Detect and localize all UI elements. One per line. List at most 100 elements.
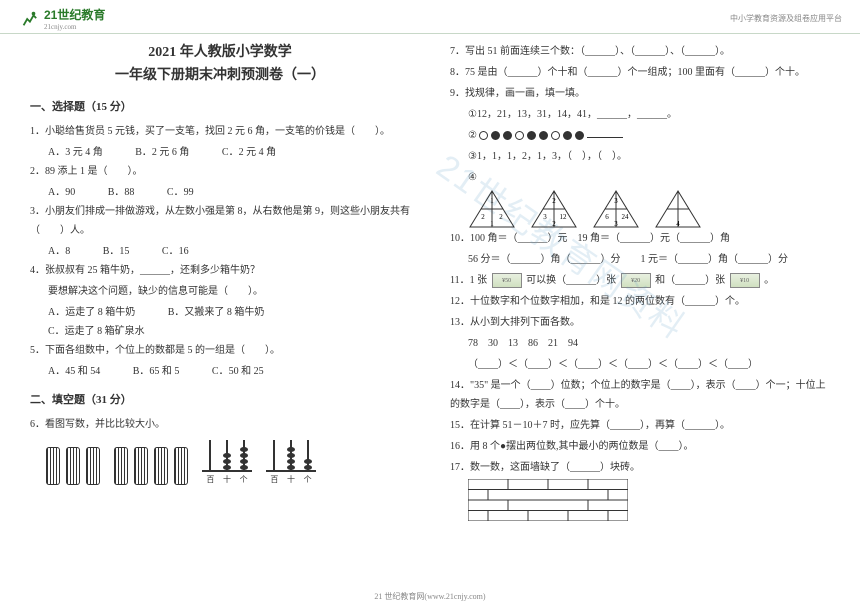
q1-opt-b: B．2 元 6 角 — [135, 143, 189, 162]
q2-options: A．90 B．88 C．99 — [30, 183, 410, 202]
q3-opt-a: A．8 — [48, 242, 70, 261]
runner-icon — [18, 10, 40, 28]
q4-opt-a: A．运走了 8 箱牛奶 — [48, 303, 135, 322]
q11-c: 和（______）张 — [655, 275, 725, 286]
q9-seq2: ② — [450, 126, 830, 145]
q9-seq3: ③1，1，1，2，1，3，（ ），（ ）。 — [450, 147, 830, 166]
q13-line: （____）＜（____）＜（____）＜（____）＜（____）＜（____… — [450, 355, 830, 374]
page-header: 21世纪教育 21cnjy.com 中小学教育资源及组卷应用平台 — [0, 0, 860, 34]
q4-options: A．运走了 8 箱牛奶 B．又搬来了 8 箱牛奶 C．运走了 8 箱矿泉水 — [30, 303, 410, 341]
q13-nums: 78 30 13 86 21 94 — [450, 334, 830, 353]
stick-bundle — [114, 447, 128, 485]
logo-text: 21世纪教育 — [44, 6, 105, 23]
q13-text: 13．从小到大排列下面各数。 — [450, 313, 830, 332]
header-right-text: 中小学教育资源及组卷应用平台 — [730, 13, 842, 24]
q1-opt-c: C．2 元 4 角 — [222, 143, 276, 162]
triangle-2: 2 3 12 2 — [530, 189, 578, 229]
page-footer: 21 世纪教育网(www.21cnjy.com) — [0, 591, 860, 602]
abacus-1: 百 十 个 — [202, 440, 252, 485]
logo-sub: 21cnjy.com — [44, 23, 105, 31]
logo: 21世纪教育 21cnjy.com — [18, 6, 105, 31]
q4-text: 4．张叔叔有 25 箱牛奶，______，还剩多少箱牛奶？ — [30, 261, 410, 280]
q1-options: A．3 元 4 角 B．2 元 6 角 C．2 元 4 角 — [30, 143, 410, 162]
q10-line1: 10．100 角＝（______）元 19 角＝（______）元（______… — [450, 229, 830, 248]
q4-opt-b: B．又搬来了 8 箱牛奶 — [168, 303, 265, 322]
svg-text:3: 3 — [543, 213, 547, 221]
q10-line2: 56 分＝（______）角（______）分 1 元＝（______）角（__… — [450, 250, 830, 269]
q5-text: 5．下面各组数中，个位上的数都是 5 的一组是（ ）。 — [30, 341, 410, 360]
q6-text: 6．看图写数，并比比较大小。 — [30, 415, 410, 434]
triangle-4: 4 — [654, 189, 702, 229]
q15-text: 15．在计算 51－10＋7 时，应先算（______），再算（______）。 — [450, 416, 830, 435]
svg-text:2: 2 — [552, 197, 556, 205]
svg-text:12: 12 — [560, 213, 568, 221]
q5-opt-c: C．50 和 25 — [212, 362, 264, 381]
q5-options: A．45 和 54 B．65 和 5 C．50 和 25 — [30, 362, 410, 381]
q1-text: 1．小聪给售货员 5 元钱，买了一支笔，找回 2 元 6 角，一支笔的价钱是（ … — [30, 122, 410, 141]
q11-text: 11．1 张 ¥50 可以换（______）张 ¥20 和（______）张 ¥… — [450, 271, 830, 290]
svg-text:1: 1 — [490, 197, 494, 205]
abacus-label: 百 — [206, 474, 214, 485]
banknote-icon: ¥50 — [492, 273, 522, 288]
abacus-label: 十 — [223, 474, 231, 485]
right-column: 7．写出 51 前面连续三个数：（______）、（______）、（_____… — [450, 42, 830, 524]
title-block: 2021 年人教版小学数学 一年级下册期末冲刺预测卷（一） — [30, 42, 410, 84]
triangle-1: 1 2 2 1 — [468, 189, 516, 229]
section-1-head: 一、选择题（15 分） — [30, 98, 410, 114]
stick-bundle — [174, 447, 188, 485]
q9-seq4-label: ④ — [468, 172, 477, 183]
q4-sub: 要想解决这个问题，缺少的信息可能是（ ）。 — [30, 282, 410, 301]
svg-text:3: 3 — [614, 197, 618, 205]
q14-text: 14．"35" 是一个（____）位数；个位上的数字是（____），表示（___… — [450, 376, 830, 414]
q9-text: 9．找规律，画一画，填一填。 — [450, 84, 830, 103]
q3-text: 3．小朋友们排成一排做游戏，从左数小强是第 8，从右数他是第 9，则这些小朋友共… — [30, 202, 410, 240]
banknote-icon: ¥20 — [621, 273, 651, 288]
title-line-1: 2021 年人教版小学数学 — [30, 42, 410, 64]
stick-bundle — [46, 447, 60, 485]
svg-text:6: 6 — [605, 213, 609, 221]
q11-a: 11．1 张 — [450, 275, 487, 286]
abacus-label: 十 — [287, 474, 295, 485]
q2-opt-b: B．88 — [108, 183, 135, 202]
q17-text: 17．数一数，这面墙缺了（______）块砖。 — [450, 458, 830, 477]
q5-opt-b: B．65 和 5 — [133, 362, 180, 381]
q8-text: 8．75 是由（______）个十和（______）个一组成；100 里面有（_… — [450, 63, 830, 82]
abacus-label: 个 — [304, 474, 312, 485]
q4-opt-c: C．运走了 8 箱矿泉水 — [48, 322, 145, 341]
q9-seq2-label: ② — [468, 130, 477, 141]
svg-text:3: 3 — [614, 220, 618, 228]
svg-text:24: 24 — [622, 213, 630, 221]
q12-text: 12．十位数字和个位数字相加，和是 12 的两位数有（______）个。 — [450, 292, 830, 311]
q2-opt-c: C．99 — [167, 183, 194, 202]
q5-opt-a: A．45 和 54 — [48, 362, 100, 381]
svg-text:2: 2 — [552, 220, 556, 228]
left-column: 2021 年人教版小学数学 一年级下册期末冲刺预测卷（一） 一、选择题（15 分… — [30, 42, 410, 524]
svg-text:2: 2 — [481, 213, 485, 221]
triangle-3: 3 6 24 3 — [592, 189, 640, 229]
triangle-row: 1 2 2 1 2 3 12 2 3 6 24 3 4 — [468, 189, 830, 229]
bundle-group-2 — [114, 447, 188, 485]
q3-opt-b: B．15 — [103, 242, 130, 261]
abacus-label: 百 — [270, 474, 278, 485]
q3-opt-c: C．16 — [162, 242, 189, 261]
q11-d: 。 — [764, 275, 774, 286]
section-2-head: 二、填空题（31 分） — [30, 391, 410, 407]
q16-text: 16．用 8 个●摆出两位数,其中最小的两位数是（____）。 — [450, 437, 830, 456]
q7-text: 7．写出 51 前面连续三个数：（______）、（______）、（_____… — [450, 42, 830, 61]
abacus-label: 个 — [240, 474, 248, 485]
svg-text:2: 2 — [499, 213, 503, 221]
stick-bundle — [86, 447, 100, 485]
q11-b: 可以换（______）张 — [526, 275, 616, 286]
q2-text: 2．89 添上 1 是（ ）。 — [30, 162, 410, 181]
brick-wall — [468, 479, 830, 524]
q1-opt-a: A．3 元 4 角 — [48, 143, 103, 162]
blank — [587, 128, 623, 138]
banknote-icon: ¥10 — [730, 273, 760, 288]
svg-text:4: 4 — [676, 220, 680, 228]
stick-bundle — [66, 447, 80, 485]
bundle-group-1 — [46, 447, 100, 485]
q6-figures: 百 十 个 百 十 个 — [46, 440, 410, 485]
abacus-2: 百 十 个 — [266, 440, 316, 485]
circle-pattern — [479, 131, 584, 140]
page-content: 2021 年人教版小学数学 一年级下册期末冲刺预测卷（一） 一、选择题（15 分… — [0, 34, 860, 524]
